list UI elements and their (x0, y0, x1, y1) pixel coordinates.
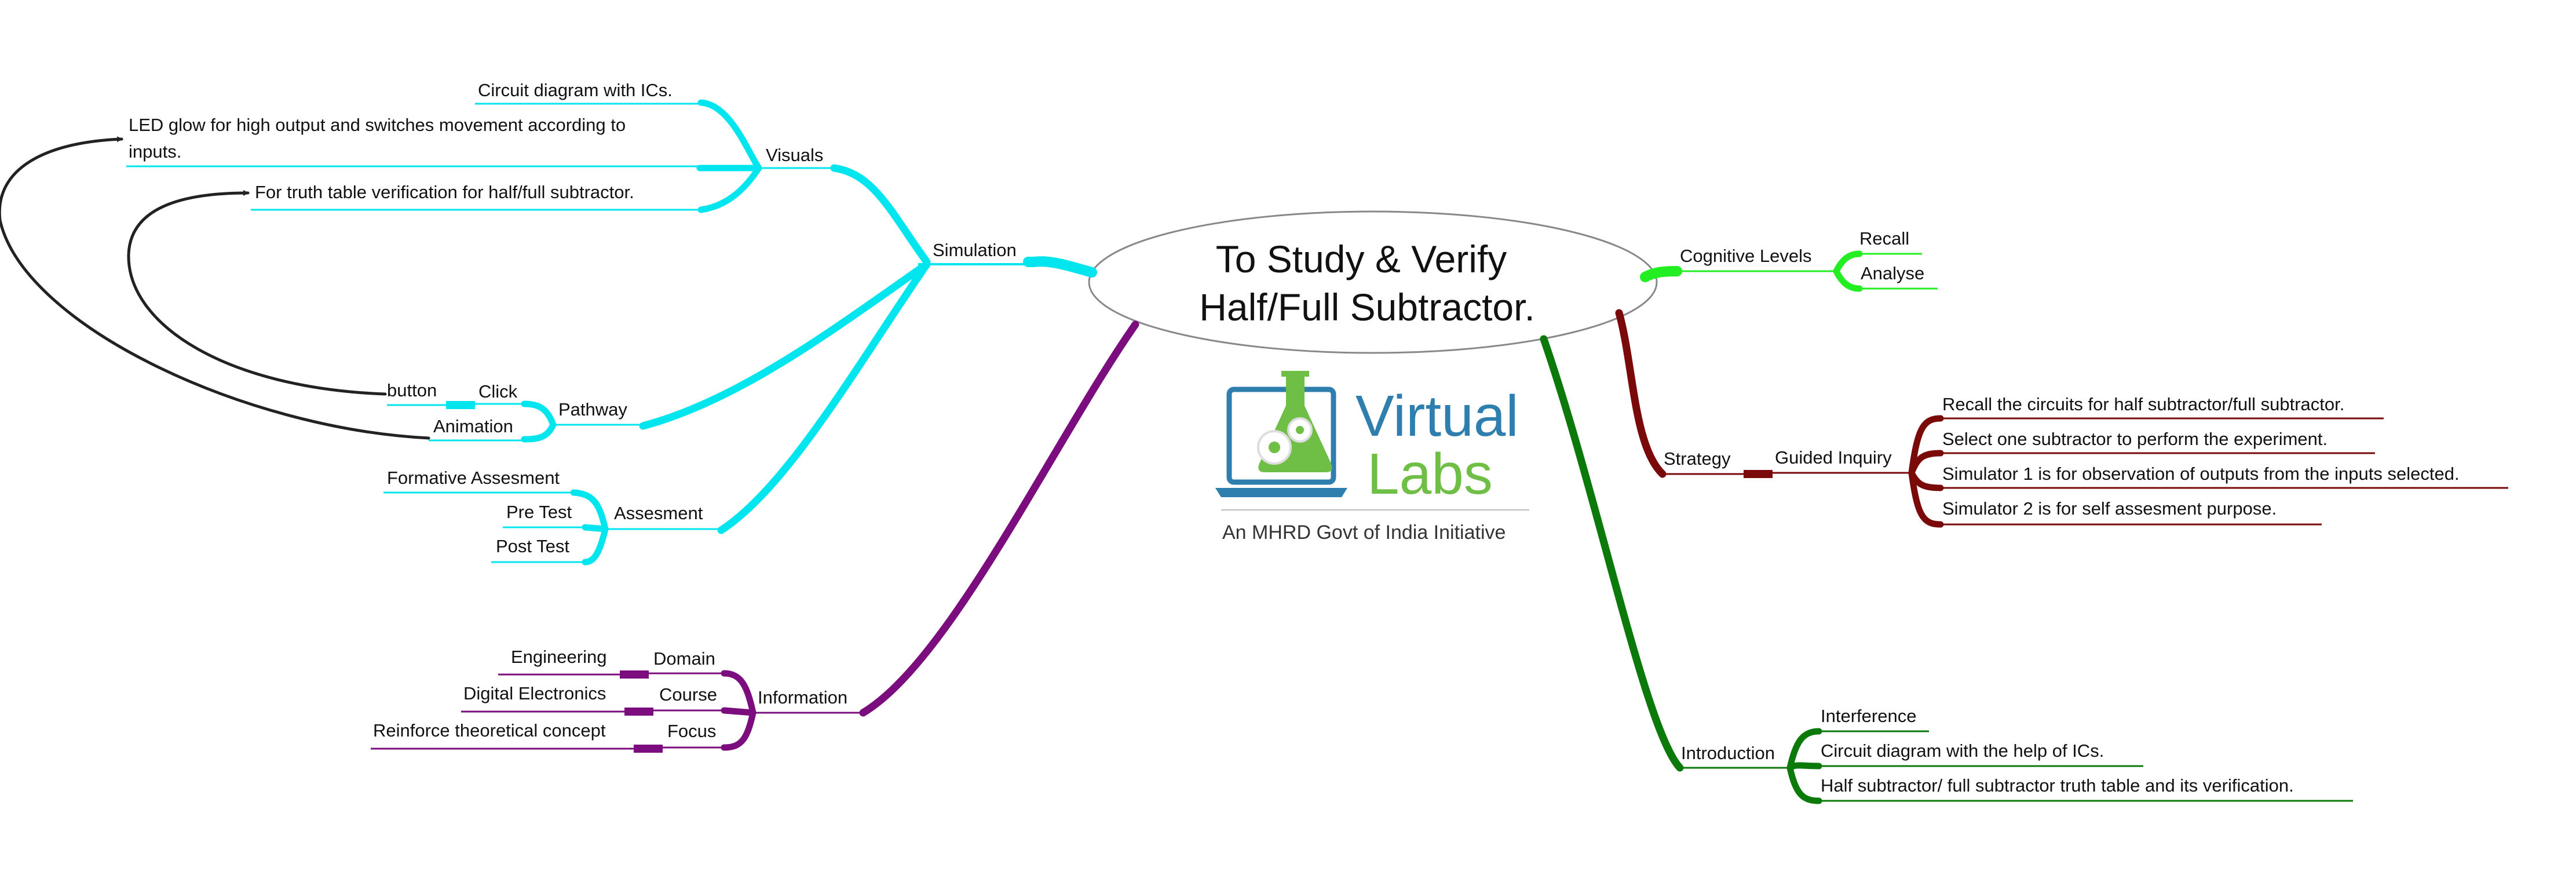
branch-cognitive-levels[interactable]: Cognitive Levels Recall Analyse (1640, 228, 1938, 292)
node-guided-select-subtractor[interactable]: Select one subtractor to perform the exp… (1942, 429, 2327, 449)
virtual-labs-logo: Virtual Labs An MHRD Govt of India Initi… (1215, 371, 1529, 544)
node-reinforce-theoretical-concept[interactable]: Reinforce theoretical concept (373, 720, 606, 741)
node-guided-recall-circuits[interactable]: Recall the circuits for half subtractor/… (1942, 394, 2344, 414)
node-cognitive-levels[interactable]: Cognitive Levels (1680, 246, 1811, 266)
relationship-arrows (0, 136, 430, 440)
node-pathway[interactable]: Pathway (558, 399, 627, 420)
node-digital-electronics[interactable]: Digital Electronics (463, 683, 606, 703)
node-introduction[interactable]: Introduction (1681, 743, 1775, 763)
connector-information-focus (721, 709, 757, 751)
node-button[interactable]: button (387, 380, 437, 400)
node-click[interactable]: Click (478, 381, 518, 402)
connector-center-information (859, 320, 1139, 717)
connector-simulation-assesment (717, 260, 931, 534)
connector-center-cognitive (1640, 266, 1682, 282)
node-formative-assesment[interactable]: Formative Assesment (387, 468, 560, 488)
node-information[interactable]: Information (758, 687, 847, 708)
branch-information[interactable]: Information Domain Engineering Course Di… (371, 320, 1139, 753)
central-topic[interactable]: To Study & Verify Half/Full Subtractor. (1088, 210, 1658, 354)
node-course[interactable]: Course (659, 684, 717, 705)
connector-information-course (721, 707, 757, 716)
connector-assesment-pretest (582, 524, 609, 533)
connector-cognitive-analyse (1833, 268, 1863, 292)
connector-cognitive-recall (1833, 250, 1863, 275)
connector-intro-item3 (1786, 764, 1822, 804)
node-strategy[interactable]: Strategy (1664, 449, 1731, 469)
branch-strategy[interactable]: Strategy Guided Inquiry Recall the circu… (1615, 309, 2508, 528)
central-topic-line2: Half/Full Subtractor. (1199, 286, 1535, 329)
central-topic-bubble (1088, 210, 1658, 354)
node-focus[interactable]: Focus (667, 721, 716, 741)
arrow-button-to-truth-table (127, 190, 387, 396)
connector-guided-item2 (1908, 450, 1944, 476)
connector-guided-item4 (1908, 469, 1944, 528)
logo-word-virtual: Virtual (1355, 384, 1519, 449)
node-analyse[interactable]: Analyse (1861, 263, 1924, 283)
connector-center-simulation (1023, 256, 1097, 278)
node-guided-simulator2[interactable]: Simulator 2 is for self assesment purpos… (1942, 498, 2277, 519)
node-simulation[interactable]: Simulation (933, 240, 1017, 260)
connector-pathway-animation (521, 421, 557, 443)
connector-simulation-visuals (830, 164, 931, 266)
node-guided-inquiry[interactable]: Guided Inquiry (1775, 447, 1892, 468)
flask-laptop-icon (1215, 371, 1347, 497)
node-post-test[interactable]: Post Test (496, 536, 569, 556)
logo-word-labs: Labs (1367, 442, 1493, 506)
connector-assesment-formative (570, 489, 609, 533)
connector-center-strategy (1615, 309, 1667, 478)
node-visuals-circuit-diagram[interactable]: Circuit diagram with ICs. (478, 80, 673, 100)
arrow-animation-to-led-glow (0, 136, 430, 440)
connector-visuals-item1 (697, 99, 762, 172)
connector-visuals-item3 (697, 165, 762, 213)
node-guided-simulator1[interactable]: Simulator 1 is for observation of output… (1942, 464, 2460, 484)
node-animation[interactable]: Animation (433, 416, 513, 436)
node-visuals-truth-table[interactable]: For truth table verification for half/fu… (255, 182, 634, 202)
node-assesment[interactable]: Assesment (614, 503, 703, 523)
logo-tagline: An MHRD Govt of India Initiative (1222, 522, 1506, 544)
node-intro-interference[interactable]: Interference (1821, 706, 1916, 726)
branch-simulation[interactable]: Simulation Visuals Circuit diagram with … (126, 80, 1097, 566)
central-topic-line1: To Study & Verify (1216, 238, 1507, 280)
node-pre-test[interactable]: Pre Test (506, 502, 572, 522)
node-engineering[interactable]: Engineering (511, 647, 606, 667)
connector-simulation-pathway (639, 260, 931, 430)
node-visuals-led-glow-line2: inputs. (129, 141, 181, 162)
connector-intro-item2 (1786, 762, 1822, 771)
node-recall[interactable]: Recall (1859, 228, 1909, 249)
node-visuals[interactable]: Visuals (766, 145, 823, 165)
node-domain[interactable]: Domain (653, 648, 715, 669)
connector-intro-item1 (1786, 728, 1822, 771)
node-visuals-led-glow[interactable]: LED glow for high output and switches mo… (129, 115, 626, 135)
node-intro-circuit-diagram[interactable]: Circuit diagram with the help of ICs. (1821, 741, 2104, 761)
connector-assesment-posttest (582, 526, 609, 566)
connector-information-domain (721, 670, 757, 716)
branch-introduction[interactable]: Introduction Interference Circuit diagra… (1540, 335, 2353, 804)
connector-pathway-click (521, 400, 557, 428)
connector-guided-item1 (1908, 415, 1944, 476)
connector-center-introduction (1540, 335, 1684, 772)
node-intro-truth-table[interactable]: Half subtractor/ full subtractor truth t… (1821, 775, 2294, 796)
